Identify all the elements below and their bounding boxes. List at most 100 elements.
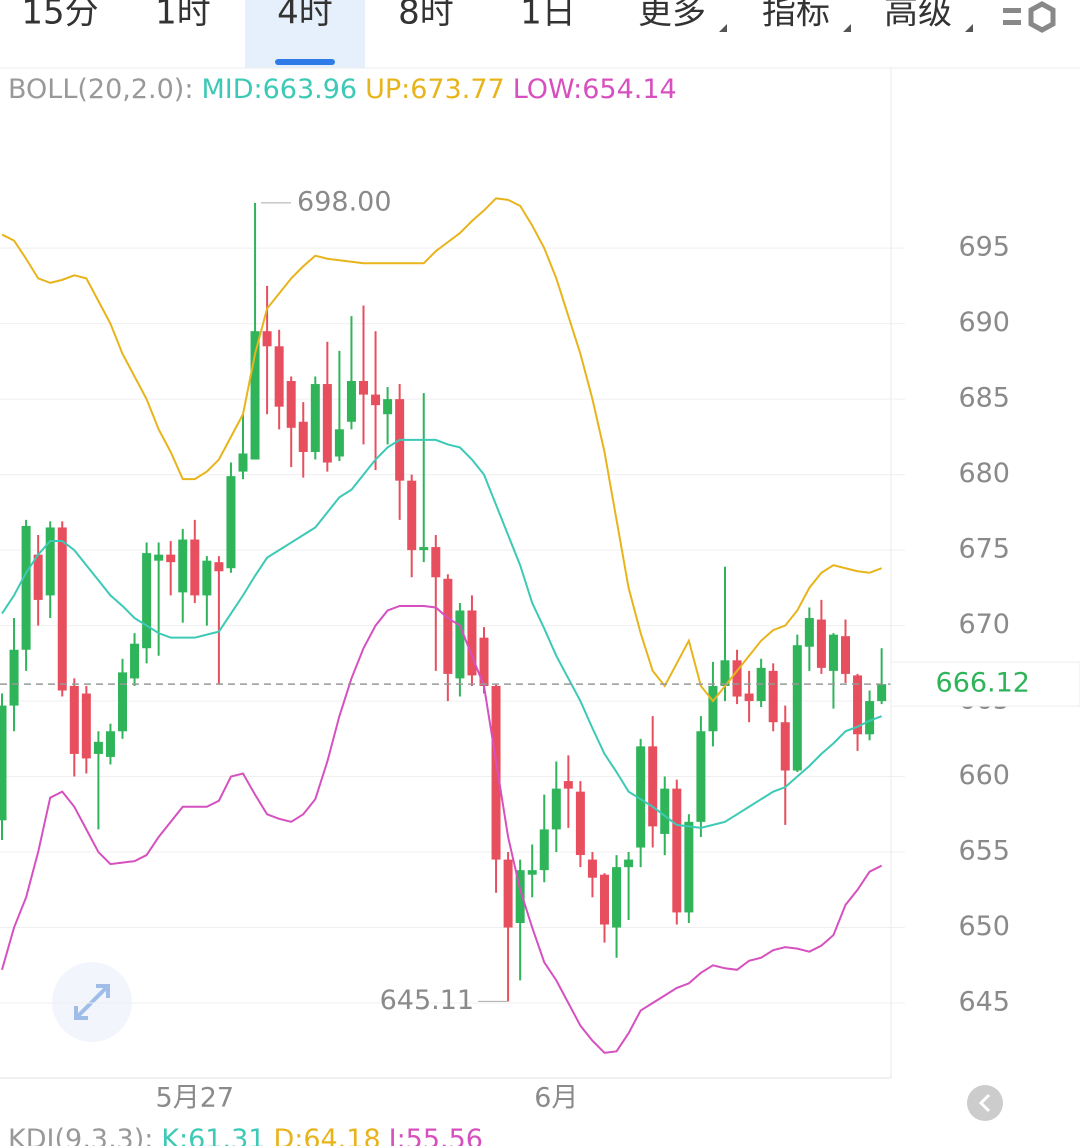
candle-body xyxy=(491,685,501,860)
kdj-entry: D:64.18 xyxy=(273,1124,380,1146)
y-tick-label: 650 xyxy=(958,911,1010,942)
candle-body xyxy=(178,539,188,593)
candle-body xyxy=(684,821,694,913)
dropdown-caret xyxy=(843,24,851,32)
legend-entry: LOW:654.14 xyxy=(513,74,677,105)
candle-body xyxy=(419,547,429,551)
candle-body xyxy=(310,384,320,452)
candle-body xyxy=(262,331,272,347)
candle-body xyxy=(696,731,706,822)
y-tick-label: 655 xyxy=(958,836,1010,867)
candle-body xyxy=(816,619,826,668)
candle-body xyxy=(105,731,115,757)
candle-body xyxy=(57,527,67,691)
candle-body xyxy=(503,859,513,928)
candle-body xyxy=(612,867,622,928)
candle-body xyxy=(322,384,332,463)
tab[interactable]: 高级 xyxy=(884,0,952,33)
settings-icon[interactable] xyxy=(1003,1,1056,33)
collapse-button[interactable] xyxy=(967,1085,1003,1121)
tab[interactable]: 4时 xyxy=(277,0,333,33)
candle-body xyxy=(371,394,381,406)
candle-body xyxy=(226,476,236,569)
candle-body xyxy=(118,672,127,732)
y-tick-label: 680 xyxy=(958,458,1010,489)
candle-body xyxy=(443,578,453,674)
kdj-name: KDJ(9,3,3): xyxy=(8,1124,153,1146)
band-line xyxy=(1,438,883,829)
candle-body xyxy=(238,453,248,472)
kdj-entry: J:55.56 xyxy=(387,1124,483,1146)
tab[interactable]: 15分 xyxy=(21,0,98,33)
candle-body xyxy=(202,560,212,596)
candle-body xyxy=(600,874,609,925)
candle-body xyxy=(575,791,585,856)
kdj-legend: KDJ(9,3,3): K:61.31 D:64.18 J:55.56 xyxy=(8,1124,483,1146)
candle-body xyxy=(359,381,368,395)
candle-body xyxy=(780,722,790,771)
candle-body xyxy=(81,693,91,759)
candle-body xyxy=(648,746,658,827)
candle-body xyxy=(720,660,730,686)
candle-body xyxy=(274,346,284,407)
candle-body xyxy=(804,618,814,647)
candle-body xyxy=(45,527,55,596)
y-tick-label: 670 xyxy=(958,609,1010,640)
candle-body xyxy=(142,553,152,649)
candle-body xyxy=(744,693,754,702)
tab[interactable]: 1时 xyxy=(155,0,211,33)
indicator-name: BOLL(20,2.0): xyxy=(8,74,193,105)
tab[interactable]: 8时 xyxy=(398,0,454,33)
candle-body xyxy=(214,562,224,572)
tab[interactable]: 更多 xyxy=(638,0,706,33)
candle-body xyxy=(877,684,887,702)
candle-body xyxy=(672,788,682,913)
candle-body xyxy=(865,701,875,735)
last-price-label: 666.12 xyxy=(936,668,1030,699)
candle-body xyxy=(431,547,441,578)
candle-body xyxy=(407,480,417,551)
candle-body xyxy=(587,859,597,878)
candle-body xyxy=(93,741,103,754)
candle-body xyxy=(298,421,308,452)
candle-body xyxy=(33,554,43,600)
candle-body xyxy=(250,331,260,460)
candle-body xyxy=(130,643,140,679)
candle-body xyxy=(841,636,850,674)
candle-body xyxy=(383,399,393,415)
candle-body xyxy=(334,429,344,457)
band-line xyxy=(1,604,883,1054)
candle-body xyxy=(708,685,718,732)
kdj-entry: K:61.31 xyxy=(161,1124,265,1146)
candle-body xyxy=(539,829,549,871)
legend-entry: MID:663.96 xyxy=(201,74,357,105)
candle-body xyxy=(527,870,537,875)
tab[interactable]: 指标 xyxy=(762,0,830,33)
candle-body xyxy=(455,610,465,679)
x-tick-label: 6月 xyxy=(534,1083,578,1114)
tab[interactable]: 1日 xyxy=(520,0,576,33)
y-tick-label: 645 xyxy=(958,987,1010,1018)
candle-body xyxy=(9,649,19,706)
candle-body xyxy=(828,634,838,671)
dropdown-caret xyxy=(965,24,973,32)
candle-body xyxy=(69,685,79,754)
candle-body xyxy=(21,525,31,650)
candle-body xyxy=(624,859,634,868)
candle-body xyxy=(166,554,176,563)
dropdown-caret xyxy=(719,24,727,32)
candle-body xyxy=(551,788,561,830)
y-tick-label: 695 xyxy=(958,232,1010,263)
candle-body xyxy=(286,381,296,428)
candle-body xyxy=(154,554,164,561)
last-price-box xyxy=(890,661,1080,707)
y-tick-label: 660 xyxy=(958,760,1010,791)
y-tick-label: 690 xyxy=(958,307,1010,338)
candle-body xyxy=(636,746,646,848)
selected-tab-underline xyxy=(275,59,335,65)
candle-body xyxy=(563,781,573,789)
candle-body xyxy=(768,670,778,723)
expand-button[interactable] xyxy=(52,962,132,1042)
